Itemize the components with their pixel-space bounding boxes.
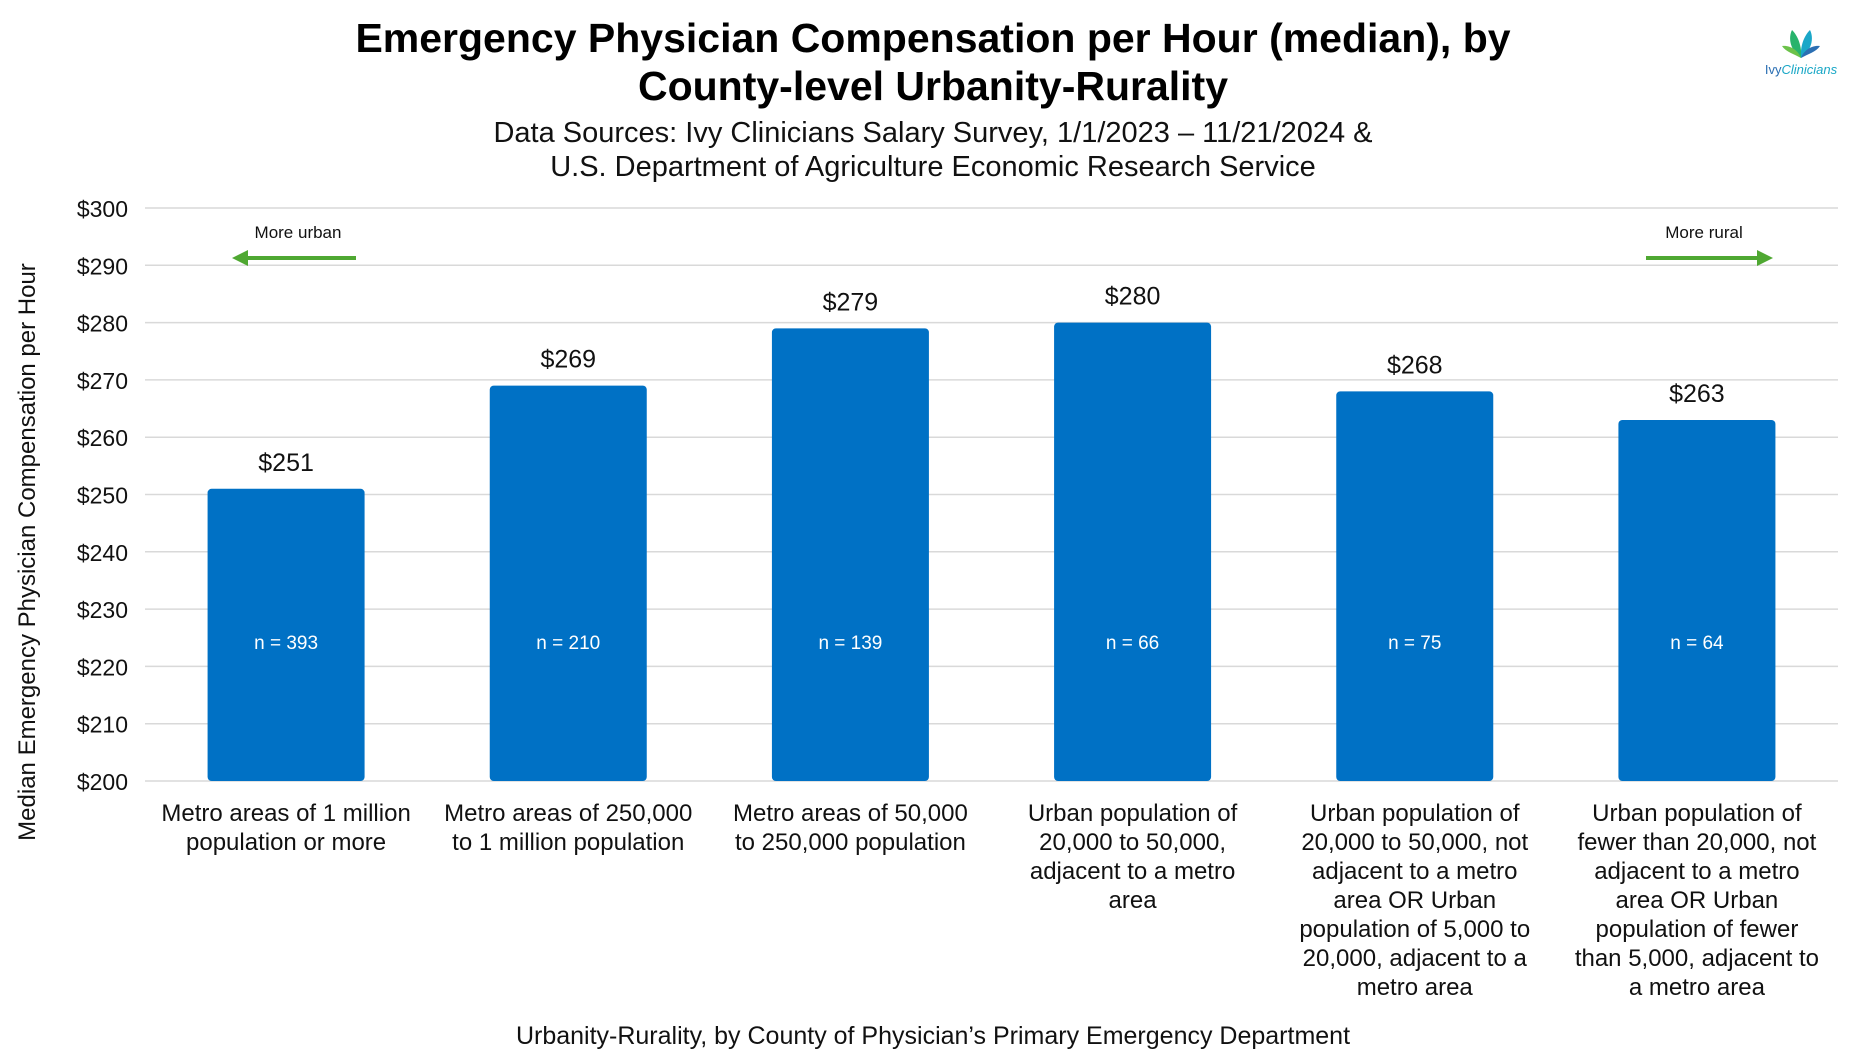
x-tick-label: adjacent to a metro	[1030, 858, 1235, 885]
x-tick-label: population of 5,000 to	[1299, 916, 1530, 943]
right-arrow-icon	[1757, 250, 1773, 266]
bar	[1336, 391, 1494, 781]
bar-n-label: n = 139	[818, 633, 882, 654]
data-label: $263	[1669, 380, 1725, 408]
more-rural-label: More rural	[1665, 223, 1742, 242]
x-tick-label: 20,000 to 50,000, not	[1301, 829, 1528, 856]
x-tick-label: Metro areas of 50,000	[733, 800, 968, 827]
data-label: $280	[1105, 283, 1161, 311]
x-tick-label: population of fewer	[1596, 916, 1799, 943]
bar	[1054, 322, 1212, 781]
x-tick-label: metro area	[1357, 974, 1474, 1001]
left-arrow-icon	[232, 250, 248, 266]
x-tick-label: adjacent to a metro	[1312, 858, 1517, 885]
x-tick-label: adjacent to a metro	[1594, 858, 1799, 885]
ivy-clinicians-logo: IvyClinicians	[1746, 20, 1856, 80]
x-tick-label: Urban population of	[1310, 800, 1520, 827]
bar-n-label: n = 393	[254, 633, 318, 654]
data-label: $251	[258, 449, 314, 477]
x-tick-label: population or more	[186, 829, 386, 856]
bar-n-label: n = 210	[536, 633, 600, 654]
data-label: $269	[540, 346, 596, 374]
data-label: $268	[1387, 351, 1443, 379]
y-tick-label: $300	[77, 196, 128, 222]
y-tick-label: $260	[77, 425, 128, 451]
chart-subtitle: Data Sources: Ivy Clinicians Salary Surv…	[493, 117, 1373, 183]
y-tick-label: $250	[77, 483, 128, 509]
x-tick-label: than 5,000, adjacent to	[1575, 945, 1819, 972]
y-tick-label: $210	[77, 712, 128, 738]
leaf-icon	[1782, 30, 1820, 58]
bar-n-label: n = 66	[1106, 633, 1159, 654]
x-tick-label: Metro areas of 1 million	[161, 800, 410, 827]
x-tick-label: Metro areas of 250,000	[444, 800, 692, 827]
x-tick-label: a metro area	[1629, 974, 1766, 1001]
x-tick-label: 20,000, adjacent to a	[1303, 945, 1528, 972]
x-tick-label: to 1 million population	[452, 829, 684, 856]
bar-n-label: n = 64	[1670, 633, 1724, 654]
y-tick-label: $280	[77, 311, 128, 337]
bar	[1618, 420, 1776, 781]
x-axis-label: Urbanity-Rurality, by County of Physicia…	[515, 1022, 1351, 1050]
x-tick-label: fewer than 20,000, not	[1577, 829, 1816, 856]
bar	[207, 488, 365, 781]
y-tick-label: $200	[77, 769, 128, 795]
x-tick-label: 20,000 to 50,000,	[1039, 829, 1226, 856]
logo-text: IvyClinicians	[1764, 62, 1838, 77]
more-urban-label: More urban	[255, 223, 342, 242]
x-tick-label: area	[1109, 887, 1158, 914]
bar	[489, 385, 647, 781]
y-tick-label: $270	[77, 368, 128, 394]
x-tick-label: area OR Urban	[1616, 887, 1779, 914]
x-tick-label: area OR Urban	[1333, 887, 1496, 914]
x-tick-label: to 250,000 population	[735, 829, 966, 856]
y-tick-label: $290	[77, 253, 128, 279]
y-tick-label: $240	[77, 540, 128, 566]
data-label: $279	[823, 288, 879, 316]
y-tick-label: $230	[77, 597, 128, 623]
chart-title: Emergency Physician Compensation per Hou…	[355, 15, 1511, 109]
y-tick-label: $220	[77, 654, 128, 680]
bar	[771, 328, 929, 781]
x-tick-label: Urban population of	[1592, 800, 1802, 827]
bar-n-label: n = 75	[1388, 633, 1441, 654]
x-tick-label: Urban population of	[1028, 800, 1238, 827]
